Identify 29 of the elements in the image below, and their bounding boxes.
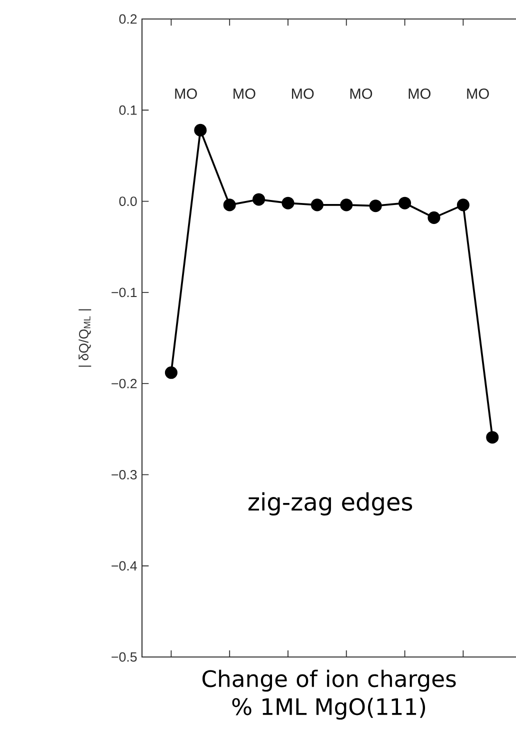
annotation: MO [175,88,197,99]
y-tick-label: 0.1 [119,105,137,115]
y-tick-label: −0.4 [112,561,137,571]
y-tick-label: 0.2 [119,14,137,24]
point [223,198,236,212]
annotation: zig-zag edges [248,492,412,516]
point [428,211,440,224]
point [252,193,266,206]
y-tick-label: −0.1 [112,288,137,298]
y-tick-label: 0.0 [119,196,137,206]
point [282,196,294,210]
point [194,124,207,136]
point [369,200,382,212]
point [340,198,353,212]
annotation: MO [350,88,372,99]
y-axis-title: | δQ/Q$_{ML}$ | [78,309,92,367]
annotation: MO [408,88,430,99]
annotation: MO [234,88,256,99]
y-tick-label: −0.2 [112,378,137,388]
point [310,198,324,212]
x-axis-title: Change of ion charges % 1ML MgO(111) [202,670,456,720]
point [398,196,412,210]
point [456,198,470,212]
point [486,431,499,444]
annotation: MO [292,88,314,99]
annotation: MO [467,88,489,99]
y-tick-label: −0.3 [112,470,137,480]
y-tick-label: −0.5 [112,652,137,662]
point [164,366,178,379]
